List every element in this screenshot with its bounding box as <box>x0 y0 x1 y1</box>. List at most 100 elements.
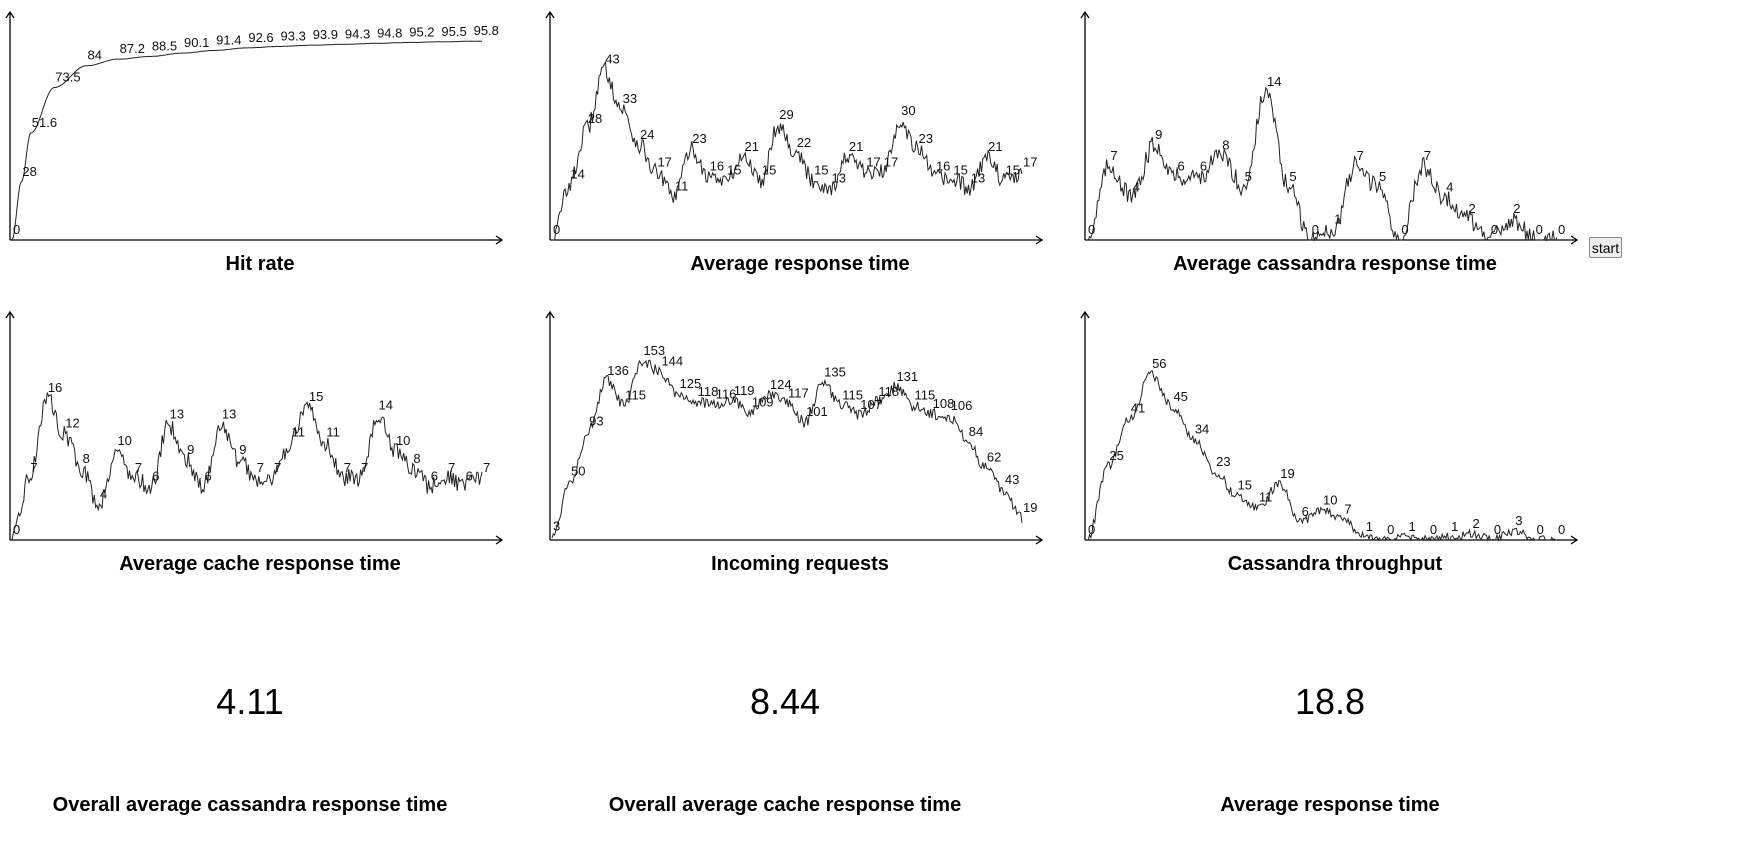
x-axis-arrow <box>1570 235 1579 245</box>
data-label: 50 <box>571 464 585 479</box>
stat-label: Average response time <box>1220 794 1440 816</box>
data-label: 131 <box>896 369 918 384</box>
chart-incoming-requests: 3 50 93 136 115 153 144 125 118 116 119 109 124 117 10… <box>540 300 1060 590</box>
start-button[interactable]: start <box>1589 237 1622 258</box>
data-label: 84 <box>969 424 983 439</box>
data-label: 56 <box>1152 356 1166 371</box>
data-label: 10 <box>1323 492 1337 507</box>
data-label: 88.5 <box>152 38 177 53</box>
data-label: 0 <box>1537 522 1544 537</box>
data-label: 8 <box>1222 137 1229 152</box>
x-axis-arrow <box>1035 235 1044 245</box>
data-label: 8 <box>83 451 90 466</box>
data-label: 101 <box>806 404 828 419</box>
data-label: 1 <box>1451 519 1458 534</box>
data-label: 115 <box>915 388 936 403</box>
y-axis-arrow <box>1080 310 1090 319</box>
data-label: 7 <box>483 460 490 475</box>
data-label: 4 <box>1446 180 1453 195</box>
data-label: 7 <box>1110 148 1117 163</box>
data-label: 4 <box>100 486 107 501</box>
chart-title: Hit rate <box>225 253 295 275</box>
data-label: 115 <box>625 388 646 403</box>
y-axis-arrow <box>5 310 15 319</box>
data-label: 13 <box>971 170 985 185</box>
data-label: 2 <box>1513 201 1520 216</box>
data-label: 7 <box>257 460 264 475</box>
series-line <box>1087 86 1558 242</box>
data-label: 5 <box>1289 169 1296 184</box>
data-label: 17 <box>657 155 671 170</box>
data-label: 0 <box>553 222 560 237</box>
data-label: 93.9 <box>313 27 338 42</box>
stat-value: 18.8 <box>1294 681 1366 722</box>
series-line <box>552 60 1023 241</box>
data-label: 7 <box>30 460 37 475</box>
data-label: 118 <box>698 384 719 399</box>
data-label: 108 <box>933 396 955 411</box>
data-label: 0 <box>1558 222 1565 237</box>
data-label: 45 <box>1173 389 1187 404</box>
data-label: 0 <box>1430 522 1437 537</box>
stat-label: Overall average cassandra response time <box>52 794 448 816</box>
y-axis-arrow <box>5 10 15 19</box>
data-label: 125 <box>680 376 702 391</box>
data-label: 0 <box>1088 522 1095 537</box>
chart-average-response-time: 0 14 28 43 33 24 17 11 23 16 15 21 15 29 22 15 13 21 17 17 3… <box>540 0 1060 290</box>
data-label: 9 <box>187 442 194 457</box>
chart-title: Average cache response time <box>119 553 401 575</box>
data-label: 28 <box>22 164 36 179</box>
series-line <box>551 359 1023 538</box>
data-label: 11 <box>1259 489 1273 504</box>
data-label: 6 <box>1178 159 1185 174</box>
y-axis-arrow <box>1080 10 1090 19</box>
data-label: 17 <box>1023 155 1037 170</box>
data-label: 94.8 <box>377 25 402 40</box>
data-label: 84 <box>87 48 101 63</box>
data-label: 7 <box>135 460 142 475</box>
data-label: 115 <box>842 388 863 403</box>
chart-title: Incoming requests <box>711 553 889 575</box>
data-label: 22 <box>797 135 811 150</box>
data-label: 7 <box>1357 148 1364 163</box>
data-label: 3 <box>553 518 560 533</box>
x-axis-arrow <box>1570 535 1579 545</box>
stat-overall-cassandra-response-time: 4.11 Overall average cassandra response … <box>10 680 490 816</box>
data-label: 21 <box>849 139 863 154</box>
data-label: 34 <box>1195 421 1209 436</box>
data-label: 0 <box>1312 222 1319 237</box>
data-label: 118 <box>878 384 899 399</box>
data-label: 7 <box>344 460 351 475</box>
data-label: 11 <box>292 424 306 439</box>
data-label: 107 <box>860 397 882 412</box>
data-label: 1 <box>1366 519 1373 534</box>
data-label: 21 <box>988 139 1002 154</box>
chart-hit-rate: 0 28 51.6 73.5 84 87.2 88.5 90.1 91.4 92.6 93.3 93.… <box>0 0 520 290</box>
chart-title: Average cassandra response time <box>1173 253 1497 275</box>
data-label: 0 <box>13 522 20 537</box>
data-label: 10 <box>117 433 131 448</box>
data-label: 33 <box>623 91 637 106</box>
data-label: 19 <box>1023 500 1037 515</box>
data-label: 95.2 <box>409 24 434 39</box>
data-label: 119 <box>734 383 755 398</box>
data-label: 15 <box>1006 163 1020 178</box>
data-label: 15 <box>814 163 828 178</box>
data-label: 109 <box>752 395 774 410</box>
data-label: 1 <box>1334 211 1341 226</box>
data-label: 6 <box>204 469 211 484</box>
chart-title: Cassandra throughput <box>1227 553 1443 575</box>
stat-average-response-time: 18.8 Average response time <box>1090 680 1570 816</box>
data-label: 17 <box>884 155 898 170</box>
data-label: 0 <box>1088 222 1095 237</box>
data-label: 43 <box>1005 472 1019 487</box>
data-label: 13 <box>170 407 184 422</box>
data-label: 19 <box>1280 466 1294 481</box>
data-label: 94.3 <box>345 26 370 41</box>
data-label: 8 <box>413 451 420 466</box>
data-label: 5 <box>1379 169 1386 184</box>
data-label: 0 <box>1558 522 1565 537</box>
